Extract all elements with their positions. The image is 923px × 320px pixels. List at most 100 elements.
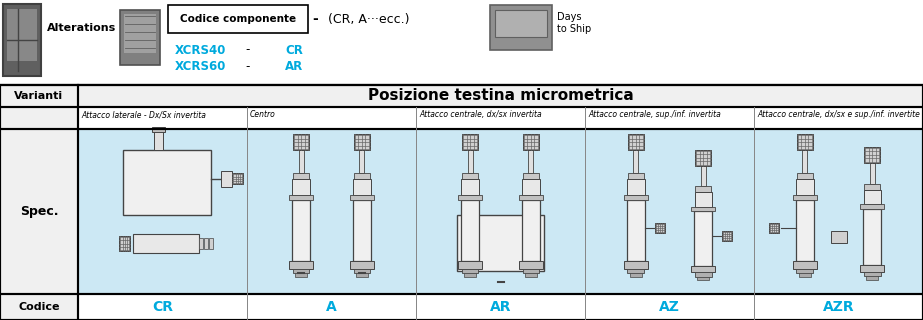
Text: Attacco centrale, sup./inf. invertita: Attacco centrale, sup./inf. invertita	[588, 110, 721, 119]
Bar	[462, 268, 478, 273]
Bar	[289, 261, 313, 268]
Bar	[247, 129, 416, 294]
Bar	[7, 9, 37, 61]
Bar	[798, 273, 810, 277]
Bar	[585, 107, 754, 129]
Bar	[247, 294, 416, 320]
Bar	[627, 179, 644, 195]
Bar	[154, 131, 162, 150]
Bar	[119, 236, 130, 252]
Bar	[490, 5, 552, 50]
Bar	[863, 209, 881, 265]
Bar	[168, 5, 308, 33]
Text: A: A	[326, 300, 337, 314]
Bar	[633, 150, 639, 173]
Bar	[796, 179, 813, 195]
Text: Codice componente: Codice componente	[180, 14, 296, 24]
Bar	[629, 273, 641, 277]
Bar	[458, 195, 482, 200]
Bar	[222, 171, 232, 187]
Bar	[462, 179, 479, 195]
Bar	[754, 294, 923, 320]
Bar	[289, 195, 313, 200]
Bar	[293, 268, 309, 273]
Bar	[695, 186, 712, 192]
Bar	[802, 150, 808, 173]
Bar	[525, 273, 537, 277]
Bar	[294, 134, 309, 150]
Bar	[0, 294, 78, 320]
Bar	[722, 231, 732, 241]
Bar	[697, 277, 709, 280]
Bar	[691, 207, 715, 211]
Bar	[462, 173, 478, 179]
Bar	[198, 238, 203, 250]
Bar	[233, 173, 244, 184]
Bar	[78, 294, 247, 320]
Bar	[124, 14, 156, 53]
Bar	[521, 200, 540, 261]
Bar	[294, 173, 309, 179]
Bar	[528, 150, 533, 173]
Bar	[0, 85, 923, 320]
Bar	[350, 261, 374, 268]
Text: Attacco centrale, dx/sx e sup./inf. invertite: Attacco centrale, dx/sx e sup./inf. inve…	[757, 110, 920, 119]
Bar	[293, 179, 310, 195]
Bar	[416, 107, 585, 129]
Bar	[624, 195, 648, 200]
Bar	[628, 268, 644, 273]
Bar	[292, 200, 310, 261]
Bar	[204, 238, 208, 250]
Bar	[864, 184, 881, 189]
Bar	[624, 261, 648, 268]
Bar	[797, 268, 813, 273]
Text: AZR: AZR	[822, 300, 855, 314]
Bar	[695, 150, 712, 166]
Bar	[0, 129, 78, 294]
Bar	[0, 0, 923, 85]
Bar	[585, 294, 754, 320]
Text: Attacco laterale - Dx/Sx invertita: Attacco laterale - Dx/Sx invertita	[81, 110, 206, 119]
Bar	[522, 179, 540, 195]
Bar	[523, 134, 539, 150]
Bar	[359, 150, 365, 173]
Text: Spec.: Spec.	[19, 205, 58, 218]
Bar	[354, 268, 370, 273]
Bar	[628, 134, 643, 150]
Bar	[867, 276, 879, 280]
Bar	[0, 85, 923, 320]
Bar	[120, 10, 160, 65]
Text: Alterations: Alterations	[47, 23, 116, 33]
Bar	[462, 134, 478, 150]
Bar	[860, 204, 884, 209]
Bar	[458, 261, 482, 268]
Bar	[860, 265, 884, 272]
Text: Days
to Ship: Days to Ship	[557, 12, 592, 34]
Bar	[793, 195, 817, 200]
Bar	[133, 234, 198, 253]
Text: -: -	[312, 12, 318, 26]
Bar	[356, 273, 368, 277]
Bar	[0, 107, 78, 129]
Bar	[864, 272, 881, 276]
Bar	[519, 261, 543, 268]
Bar	[3, 4, 41, 76]
Text: Centro: Centro	[250, 110, 276, 119]
Bar	[0, 85, 923, 320]
Bar	[796, 200, 814, 261]
Bar	[353, 200, 371, 261]
Bar	[864, 189, 881, 204]
Bar	[695, 273, 712, 277]
Bar	[78, 107, 247, 129]
Text: AZ: AZ	[659, 300, 680, 314]
Bar	[123, 150, 210, 215]
Text: XCRS40: XCRS40	[175, 44, 226, 57]
Bar	[869, 163, 875, 184]
Text: Codice: Codice	[18, 302, 60, 312]
Bar	[354, 179, 371, 195]
Bar	[350, 195, 374, 200]
Bar	[694, 211, 713, 266]
Bar	[754, 129, 923, 294]
Bar	[793, 261, 817, 268]
Bar	[519, 195, 543, 200]
